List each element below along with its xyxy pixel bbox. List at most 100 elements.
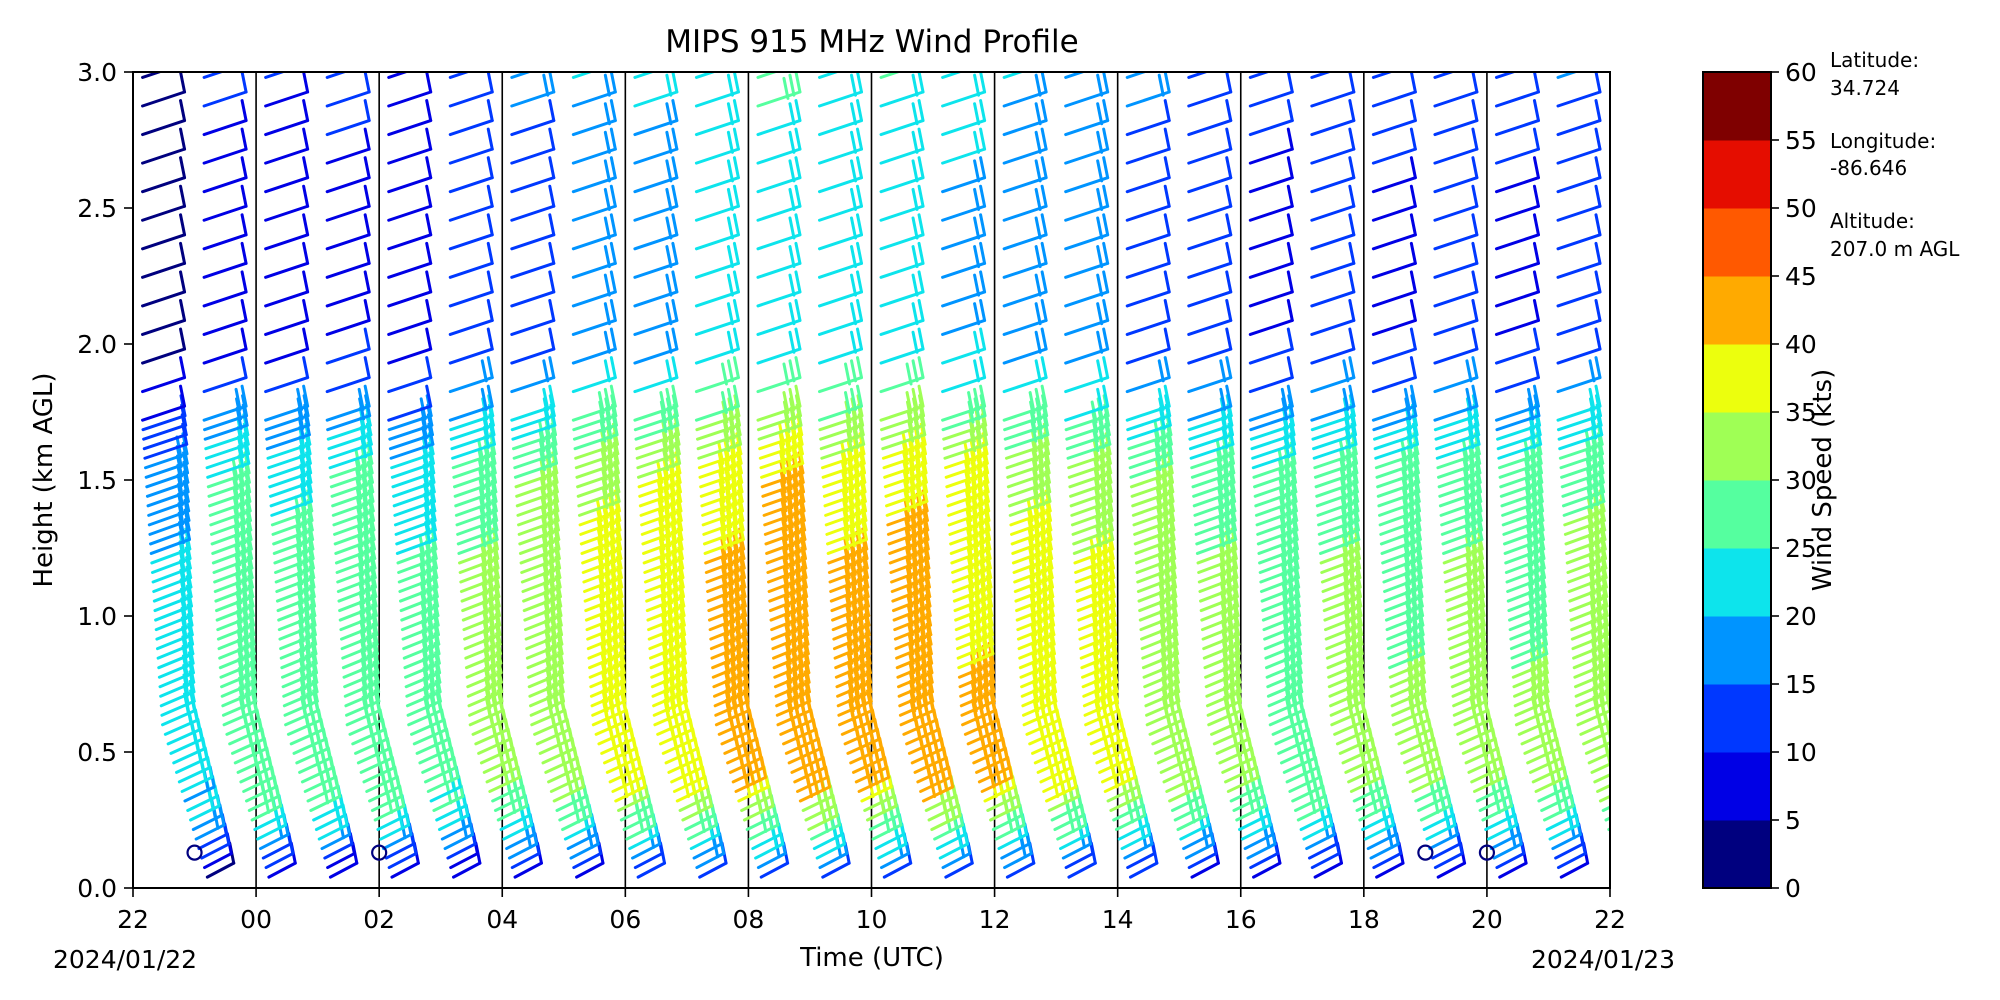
wind-barb (1125, 270, 1171, 308)
wind-barb (817, 327, 863, 365)
wind-barb (325, 270, 371, 308)
barb-staff (1184, 842, 1216, 860)
barb-flag (179, 327, 187, 351)
barb-flag (732, 270, 740, 294)
barb-flag (365, 43, 369, 63)
barb-flag (240, 356, 248, 380)
barb-flag (671, 213, 679, 237)
barb-flag (656, 479, 664, 503)
barb-flag (782, 76, 790, 100)
wind-barb (325, 384, 371, 422)
barb-staff (264, 147, 310, 165)
barb-flag (794, 99, 802, 123)
wind-barb (817, 213, 863, 251)
barb-flag (488, 43, 492, 63)
barb-staff (1005, 861, 1036, 879)
barb-flag (849, 330, 857, 354)
barb-flag (963, 451, 971, 475)
wind-barb (817, 384, 863, 422)
wind-barb (756, 327, 802, 365)
wind-barb (941, 241, 987, 279)
barb-flag (486, 298, 494, 322)
wind-barb (756, 270, 802, 308)
barb-flag (363, 384, 371, 408)
barb-flag (849, 302, 857, 326)
wind-barb (756, 72, 780, 79)
wind-barb (141, 384, 187, 422)
barb-staff (325, 176, 371, 194)
wind-barb (1125, 213, 1171, 251)
barb-flag (548, 184, 556, 208)
barb-flag (1102, 127, 1110, 151)
barb-flag (911, 159, 919, 183)
wind-barb (264, 72, 310, 108)
barb-flag (1163, 327, 1171, 351)
barb-flag (671, 356, 679, 380)
barb-flag (363, 72, 371, 94)
wind-barbs (141, 43, 1610, 879)
barb-flag (788, 302, 796, 326)
barb-staff (1187, 852, 1218, 870)
barb-flag (840, 441, 848, 465)
barb-staff (1067, 861, 1097, 879)
barb-flag (911, 387, 919, 411)
barb-flag (302, 213, 310, 237)
barb-flag (179, 356, 187, 380)
wind-barb (510, 72, 556, 108)
barb-flag (597, 537, 605, 561)
wind-barb (817, 241, 863, 279)
wind-barb (1125, 72, 1149, 79)
barb-staff (631, 842, 662, 860)
wind-barb (756, 356, 802, 394)
barb-staff (443, 833, 475, 851)
barb-flag (719, 498, 727, 522)
wind-barb (633, 72, 679, 108)
barb-flag (597, 565, 605, 589)
barb-staff (1125, 233, 1171, 251)
chart-title: MIPS 915 MHz Wind Profile (665, 24, 1078, 60)
barb-flag (964, 460, 972, 484)
wind-barb (141, 127, 187, 165)
wind-barb (202, 99, 248, 137)
barb-flag (242, 43, 246, 63)
barb-staff (325, 376, 371, 394)
wind-barb (633, 213, 679, 251)
barb-flag (794, 241, 802, 265)
barb-flag (548, 213, 556, 237)
barb-flag (609, 270, 617, 294)
barb-staff (446, 842, 477, 860)
barb-staff (448, 261, 494, 279)
wind-barb (1002, 327, 1048, 365)
barb-flag (732, 327, 740, 351)
barb-staff (689, 833, 721, 851)
barb-flag (905, 575, 913, 599)
barb-flag (302, 72, 310, 94)
wind-barb (1002, 72, 1026, 79)
barb-flag (979, 384, 987, 408)
barb-staff (1123, 842, 1154, 860)
barb-staff (686, 823, 718, 841)
barb-staff (326, 852, 356, 870)
wind-barb (879, 127, 925, 165)
barb-flag (302, 99, 310, 123)
barb-flag (917, 270, 925, 294)
barb-flag (904, 527, 912, 551)
barb-flag (179, 156, 187, 180)
wind-barb (879, 356, 925, 394)
wind-barb (694, 270, 740, 308)
barb-staff (448, 147, 494, 165)
wind-barb (202, 213, 248, 251)
barb-flag (979, 72, 987, 94)
wind-barb (756, 184, 802, 222)
wind-barb (879, 384, 925, 422)
barb-staff (941, 72, 964, 79)
wind-barb (571, 72, 617, 108)
barb-flag (548, 270, 556, 294)
wind-barb (879, 327, 925, 365)
barb-flag (904, 537, 912, 561)
barb-flag (603, 73, 611, 97)
barb-flag (425, 384, 433, 408)
wind-barb (387, 356, 433, 394)
barb-flag (363, 156, 371, 180)
barb-flag (609, 72, 617, 94)
